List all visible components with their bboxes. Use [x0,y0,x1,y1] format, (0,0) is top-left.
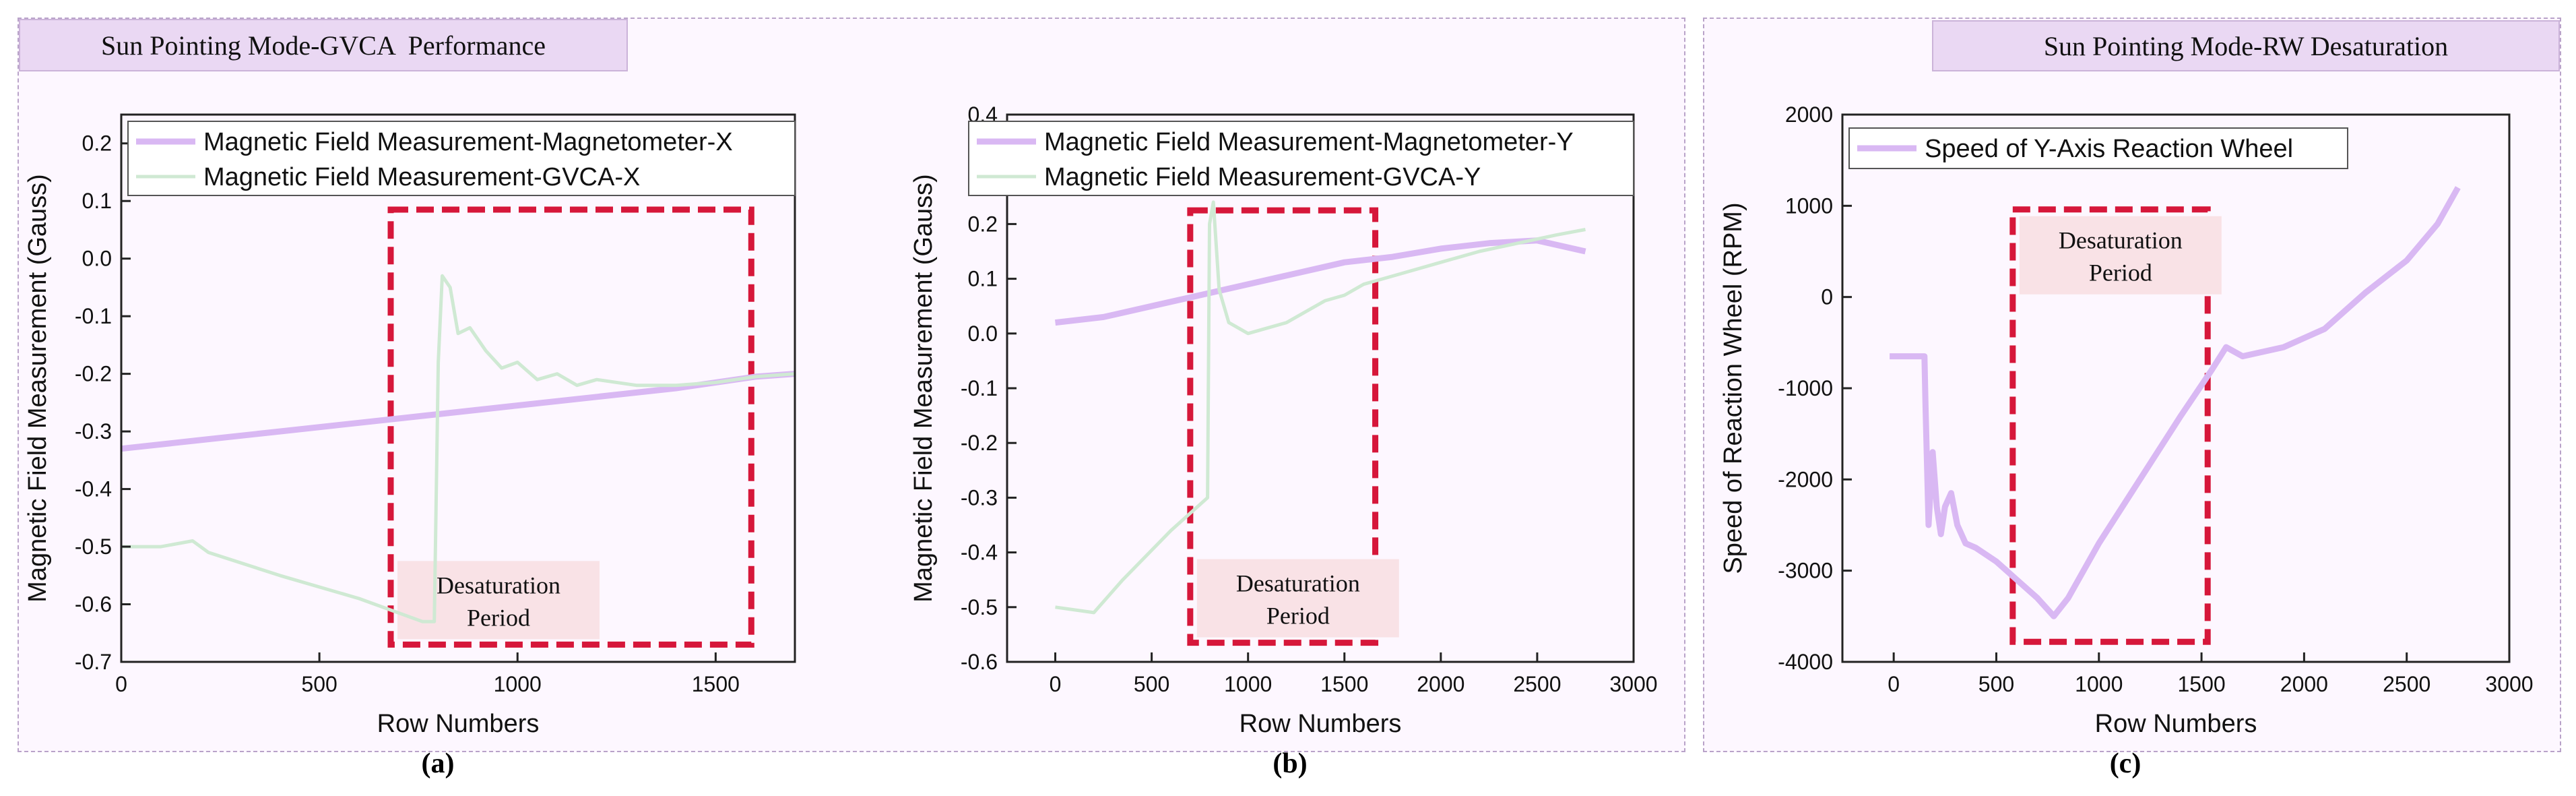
y-tick-label: -4000 [1778,650,1833,674]
chart-a: Desaturation Period 0 500 1000 1500 -0.7 -0.6 -0… [24,113,796,779]
y-tick-label: 0.2 [82,131,112,156]
x-tick-label: 1500 [1320,672,1368,696]
chart-b: Desaturation Period 0 500 1000 1500 2000 2500 30… [909,102,1658,779]
legend-entry: Magnetic Field Measurement-GVCA-Y [1044,163,1481,191]
chart-caption: (b) [1273,748,1307,779]
x-tick-label: 2500 [2383,672,2430,696]
y-tick-label: -1000 [1778,376,1833,400]
series-line-magnetometer [1054,237,1586,326]
desaturation-label-line1: Desaturation [1236,570,1360,597]
desaturation-label-line1: Desaturation [437,572,560,599]
y-tick-label: 0.0 [968,322,998,346]
legend-entry: Magnetic Field Measurement-Magnetometer-… [203,128,733,156]
x-tick-label: 1000 [2075,672,2123,696]
x-tick-label: 1500 [2177,672,2225,696]
desaturation-label-line1: Desaturation [2059,227,2183,254]
plot-area-frame [120,113,796,663]
desaturation-label-line2: Period [1266,603,1330,630]
y-axis-label: Speed of Reaction Wheel (RPM) [1719,202,1747,574]
panel-c-title: Sun Pointing Mode-RW Desaturation [1932,20,2560,71]
x-tick-label: 3000 [2485,672,2533,696]
x-tick-label: 0 [1888,672,1900,696]
desaturation-label-bg [397,561,600,640]
legend-box [1848,127,2348,169]
x-tick-label: 2500 [1513,672,1561,696]
y-tick-label: -0.6 [961,650,998,674]
y-tick-label: -3000 [1778,559,1833,583]
y-tick-label: -0.7 [75,650,112,674]
legend-entry: Magnetic Field Measurement-GVCA-X [203,163,640,191]
desaturation-label-line2: Period [2089,259,2152,286]
x-axis-label: Row Numbers [377,710,540,738]
x-tick-label: 1000 [1224,672,1272,696]
y-tick-label: -0.1 [961,376,998,400]
chart-caption: (c) [2110,748,2142,779]
desaturation-label-bg [2019,216,2222,295]
legend-entry: Speed of Y-Axis Reaction Wheel [1925,135,2293,163]
desaturation-box [387,206,754,648]
x-axis-label: Row Numbers [2095,710,2257,738]
y-tick-label: 0.2 [968,212,998,236]
y-tick-label: -0.5 [75,534,112,559]
x-tick-label: 2000 [1417,672,1464,696]
series-line-gvca [1055,200,1586,615]
y-tick-label: -2000 [1778,467,1833,491]
x-axis-label: Row Numbers [1239,710,1402,738]
x-tick-label: 0 [1050,672,1062,696]
y-tick-label: 2000 [1785,102,1833,127]
y-tick-label: 0 [1821,285,1833,309]
panel-ab-title: Sun Pointing Mode-GVCA Performance [19,19,628,71]
y-tick-label: -0.3 [961,485,998,510]
series-line-gvca [121,274,796,623]
x-tick-label: 0 [115,672,127,696]
desaturation-box [2009,206,2211,645]
chart-c: Desaturation Period 0 500 1000 1500 2000 2500 30… [1719,102,2534,779]
legend-box [127,121,796,196]
legend-entry: Magnetic Field Measurement-Magnetometer-… [1044,128,1574,156]
legend-box [968,121,1634,196]
y-tick-label: -0.1 [75,304,112,328]
desaturation-label-bg [1196,559,1399,638]
x-tick-label: 500 [301,672,337,696]
y-axis-label: Magnetic Field Measurement (Gauss) [24,174,52,603]
chart-caption: (a) [422,748,455,779]
y-tick-label: -0.4 [75,477,112,501]
series-line-magnetometer [1890,186,2461,619]
y-tick-label: -0.4 [961,541,998,565]
y-tick-label: -0.3 [75,419,112,443]
y-tick-label: 0.0 [82,247,112,271]
y-tick-label: -0.2 [75,362,112,386]
x-tick-label: 1500 [692,672,740,696]
y-tick-label: 0.1 [82,189,112,213]
y-tick-label: -0.6 [75,592,112,617]
desaturation-box [1187,207,1379,646]
y-tick-label: 0.1 [968,267,998,291]
y-tick-label: 1000 [1785,193,1833,218]
y-tick-label: -0.2 [961,431,998,455]
x-tick-label: 500 [1978,672,2014,696]
desaturation-label-line2: Period [467,604,530,631]
y-axis-label: Magnetic Field Measurement (Gauss) [909,174,938,603]
plot-area-frame [1841,113,2511,663]
x-tick-label: 2000 [2280,672,2328,696]
x-tick-label: 3000 [1609,672,1657,696]
x-tick-label: 500 [1134,672,1169,696]
y-tick-label: -0.5 [961,595,998,619]
x-tick-label: 1000 [494,672,542,696]
